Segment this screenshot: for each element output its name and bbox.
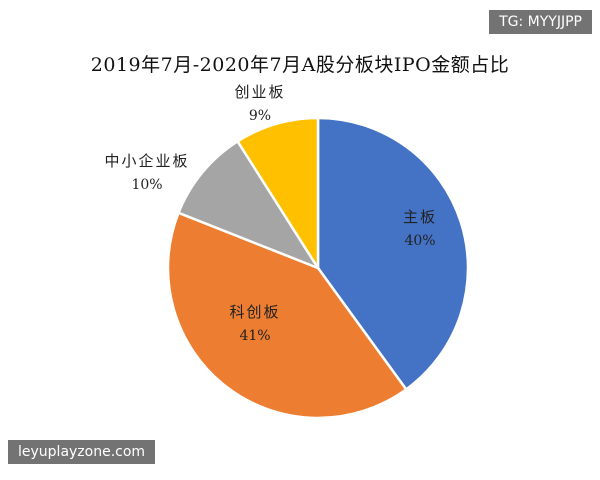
watermark-top: TG: MYYJJPP bbox=[489, 10, 592, 34]
slice-name-label: 创业板 bbox=[234, 83, 285, 101]
slice-main-board bbox=[316, 116, 470, 391]
label-main-board: 主板 40% bbox=[403, 208, 437, 249]
watermark-bottom: leyuplayzone.com bbox=[8, 440, 156, 464]
label-chinext: 创业板 9% bbox=[234, 83, 285, 124]
slice-percent-label: 41% bbox=[239, 328, 270, 344]
slice-name-label: 科创板 bbox=[229, 303, 280, 321]
label-sme-board: 中小企业板 10% bbox=[104, 152, 189, 193]
chart-title: 2019年7月-2020年7月A股分板块IPO金额占比 bbox=[90, 54, 510, 76]
slice-name-label: 主板 bbox=[403, 208, 437, 226]
slice-chinext bbox=[236, 116, 320, 270]
label-star-market: 科创板 41% bbox=[229, 303, 280, 344]
slice-percent-label: 9% bbox=[249, 108, 271, 124]
slice-percent-label: 10% bbox=[131, 177, 162, 193]
slice-star-market bbox=[166, 211, 408, 420]
slice-percent-label: 40% bbox=[404, 233, 435, 249]
slice-name-label: 中小企业板 bbox=[104, 152, 189, 170]
slice-sme-board bbox=[177, 140, 320, 270]
